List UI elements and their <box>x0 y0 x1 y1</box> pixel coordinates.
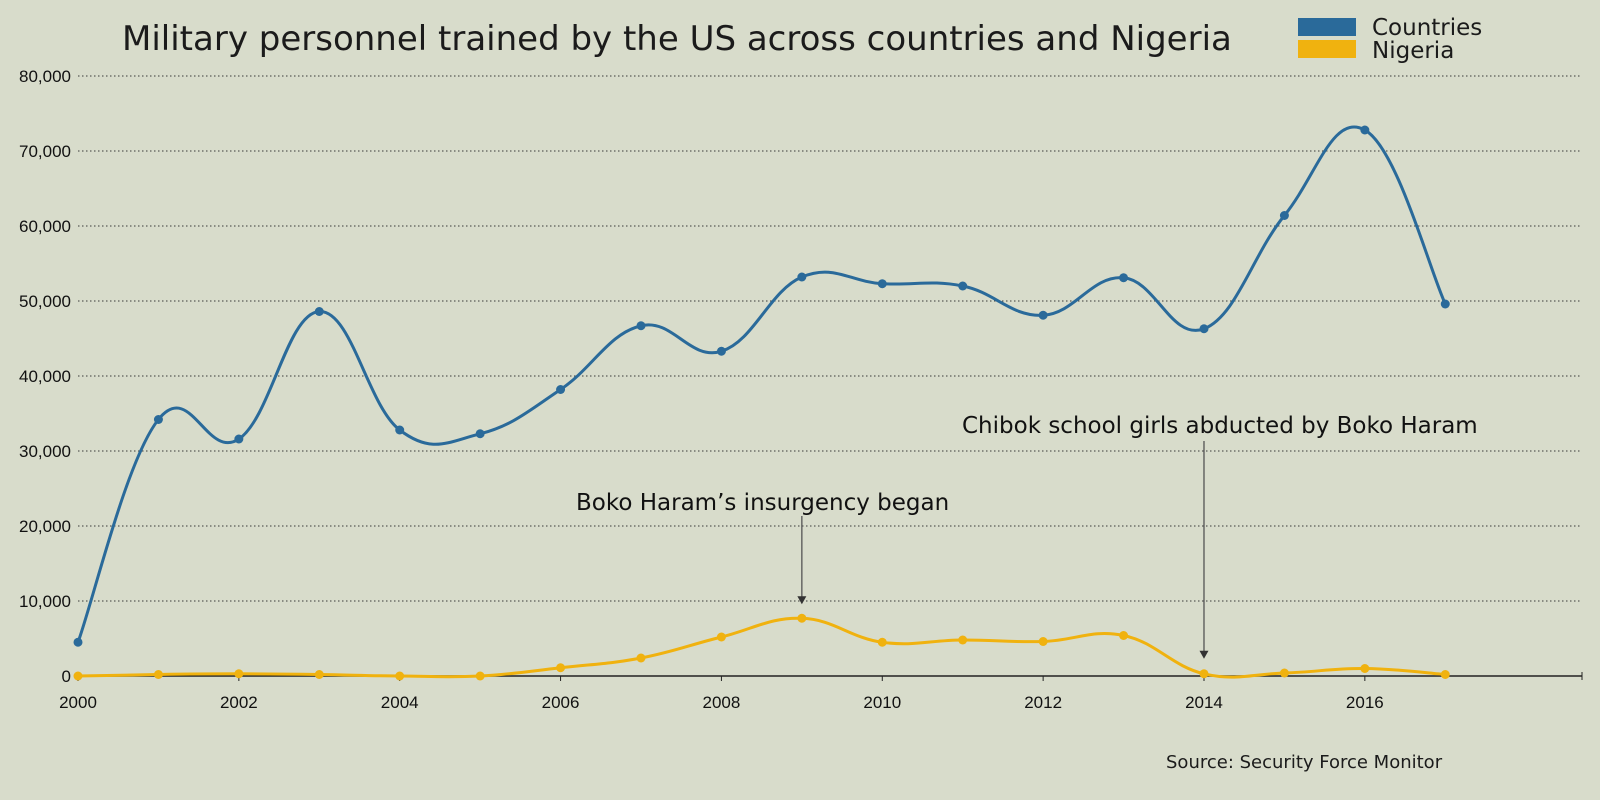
annotation-label: Chibok school girls abducted by Boko Har… <box>962 413 1478 439</box>
data-point-nigeria <box>636 653 646 663</box>
data-point-countries <box>395 425 405 435</box>
data-point-countries <box>1440 299 1450 309</box>
x-tick-label: 2006 <box>542 693 580 712</box>
data-point-nigeria <box>314 670 324 679</box>
data-point-nigeria <box>475 671 485 681</box>
x-tick-label: 2002 <box>220 693 258 712</box>
annotations: Boko Haram’s insurgency began Chibok scho… <box>576 413 1478 659</box>
y-tick-label: 10,000 <box>19 592 71 611</box>
data-point-nigeria <box>395 671 405 681</box>
annotation-arrow-head <box>1199 650 1209 659</box>
x-tick-label: 2016 <box>1346 693 1384 712</box>
data-point-nigeria <box>797 613 807 623</box>
series-line-nigeria <box>77 616 1446 679</box>
x-tick-label: 2008 <box>703 693 741 712</box>
y-tick-label: 70,000 <box>19 142 71 161</box>
data-point-nigeria <box>153 670 163 679</box>
y-tick-label: 20,000 <box>19 517 71 536</box>
data-point-countries <box>1360 125 1370 135</box>
data-point-countries <box>877 279 887 289</box>
data-point-nigeria <box>716 632 726 642</box>
data-point-countries <box>1038 310 1048 320</box>
chart-title: Military personnel trained by the US acr… <box>122 19 1232 59</box>
x-axis-ticks: 2000 2002 2004 2006 2008 2010 2012 2014 2016 <box>59 672 1583 712</box>
data-point-nigeria <box>234 669 244 679</box>
x-tick-label: 2000 <box>59 693 97 712</box>
legend-label-nigeria: Nigeria <box>1372 38 1454 64</box>
annotation-label: Boko Haram’s insurgency began <box>576 490 949 516</box>
data-point-nigeria <box>73 671 83 681</box>
data-point-nigeria <box>1360 664 1370 673</box>
data-point-nigeria <box>1119 631 1129 640</box>
x-tick-label: 2004 <box>381 693 419 712</box>
data-point-countries <box>234 434 244 444</box>
data-point-countries <box>1119 273 1129 283</box>
x-tick-label: 2012 <box>1024 693 1062 712</box>
y-tick-label: 0 <box>62 667 71 686</box>
legend-swatch-nigeria <box>1298 40 1356 58</box>
data-point-nigeria <box>1199 669 1209 679</box>
data-point-countries <box>556 385 566 394</box>
data-point-countries <box>475 429 485 439</box>
data-point-nigeria <box>1279 668 1289 678</box>
series-line-countries <box>76 125 1447 643</box>
data-point-nigeria <box>1440 670 1450 679</box>
data-point-nigeria <box>877 637 887 647</box>
y-tick-label: 40,000 <box>19 367 71 386</box>
x-tick-label: 2010 <box>863 693 901 712</box>
y-tick-label: 60,000 <box>19 217 71 236</box>
data-point-countries <box>153 415 163 424</box>
data-point-countries <box>958 281 968 291</box>
y-axis-ticks: 0 10,000 20,000 30,000 40,000 50,000 60,000 70,… <box>19 67 71 686</box>
data-point-countries <box>73 637 83 647</box>
data-point-nigeria <box>1038 637 1048 646</box>
y-tick-label: 80,000 <box>19 67 71 86</box>
data-point-countries <box>1279 211 1289 220</box>
y-tick-label: 30,000 <box>19 442 71 461</box>
data-point-countries <box>314 307 324 316</box>
legend: Countries Nigeria <box>1298 15 1482 64</box>
data-point-nigeria <box>556 663 566 673</box>
data-point-countries <box>797 272 807 282</box>
grid-lines <box>78 75 1582 602</box>
data-point-nigeria <box>958 635 968 645</box>
legend-swatch-countries <box>1298 18 1356 36</box>
source-note: Source: Security Force Monitor <box>1166 752 1443 773</box>
annotation-arrow-head <box>797 596 807 605</box>
series <box>73 125 1450 681</box>
legend-label-countries: Countries <box>1372 15 1482 41</box>
y-tick-label: 50,000 <box>19 292 71 311</box>
data-point-countries <box>636 321 646 331</box>
data-point-countries <box>1199 324 1209 334</box>
x-tick-label: 2014 <box>1185 693 1223 712</box>
data-point-countries <box>716 346 726 356</box>
